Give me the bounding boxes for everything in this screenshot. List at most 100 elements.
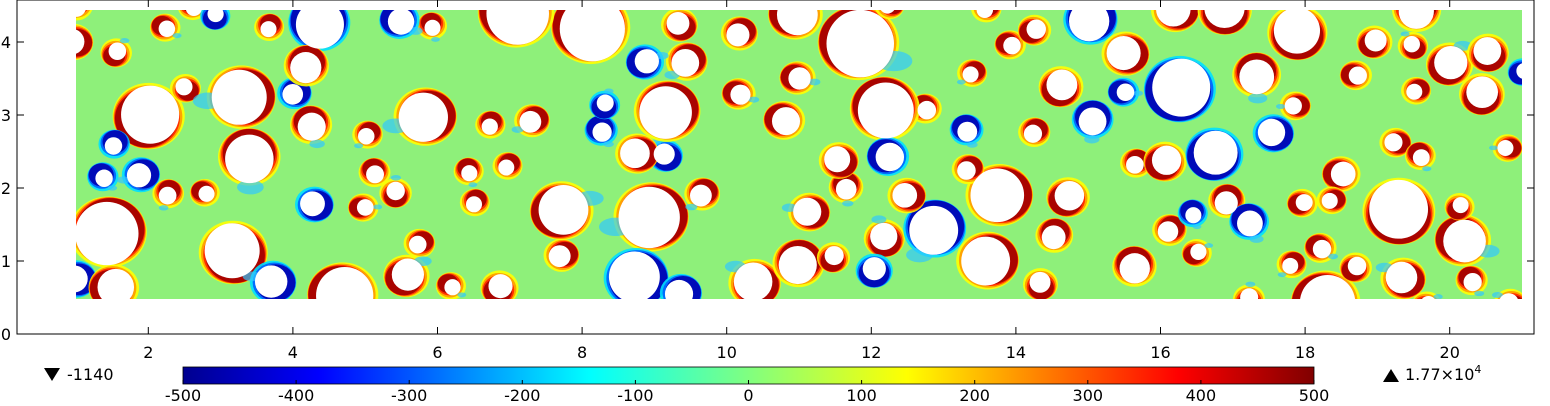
particle-hole [970, 168, 1025, 223]
stress-blob [1275, 103, 1286, 110]
particle-hole [76, 10, 86, 17]
stress-blob [1248, 92, 1268, 104]
particle-hole [1157, 221, 1179, 242]
particle-hole [1116, 83, 1135, 102]
particle-hole [1151, 145, 1182, 175]
particle-hole [793, 197, 822, 226]
particle-hole [875, 142, 905, 172]
particle-hole [1321, 192, 1338, 209]
colorbar-tick-label: -400 [278, 386, 314, 405]
stress-blob [604, 88, 614, 94]
particle-hole [671, 49, 700, 77]
particle-hole [559, 10, 625, 62]
max-value-mantissa: 1.77×10 [1405, 365, 1474, 384]
particle-hole [175, 78, 193, 96]
stress-blob [1245, 281, 1256, 288]
particle-hole [158, 20, 176, 38]
particle-hole [297, 112, 326, 141]
x-tick-label: 2 [143, 343, 153, 362]
particle-hole [158, 186, 177, 205]
particle-hole [386, 181, 405, 201]
particle-hole [207, 10, 224, 23]
particle-hole [1003, 36, 1021, 55]
particle-hole [1473, 37, 1502, 65]
particle-hole [961, 236, 1011, 286]
particle-hole [857, 82, 914, 139]
particle-hole [1282, 257, 1299, 274]
particle-hole [481, 118, 498, 135]
particle-hole [1257, 118, 1286, 147]
particle-hole [1068, 10, 1110, 42]
particle-hole [1273, 10, 1321, 54]
particle-hole [1239, 59, 1275, 95]
colorbar-tick-label: 500 [1299, 386, 1330, 405]
particle-hole [1452, 197, 1469, 214]
particle-hole [870, 222, 898, 251]
particle-hole [1029, 271, 1051, 293]
stress-blob [107, 185, 118, 191]
particle-hole [620, 138, 650, 169]
particle-hole [488, 274, 513, 299]
colorbar-tick-label: -200 [504, 386, 540, 405]
stress-blob [468, 182, 478, 188]
particle-hole [498, 159, 515, 176]
particle-hole [1240, 288, 1259, 299]
particle-hole [465, 196, 483, 213]
stress-blob [1489, 145, 1498, 151]
stress-blob [116, 176, 131, 184]
stress-blob [390, 174, 402, 181]
particle-hole [778, 245, 817, 285]
particle-hole [548, 245, 571, 268]
particle-hole [204, 223, 260, 279]
particle-hole [1406, 83, 1423, 100]
stress-blob [603, 141, 614, 148]
stress-blob [1400, 31, 1410, 37]
stress-blob [511, 126, 524, 133]
particle-hole [664, 279, 694, 299]
particle-hole [408, 235, 427, 254]
particle-hole [486, 10, 549, 45]
particle-hole [356, 199, 374, 216]
particle-hole [1126, 155, 1144, 174]
particle-hole [1185, 207, 1202, 224]
particle-hole [826, 10, 895, 78]
particle-hole [290, 52, 322, 84]
particle-hole [608, 251, 660, 299]
stress-blob [871, 215, 887, 224]
stress-blob [372, 204, 383, 210]
particle-hole [1516, 63, 1522, 79]
particle-hole [1499, 293, 1518, 299]
particle-hole [76, 201, 139, 266]
stress-blob [1192, 224, 1202, 230]
particle-hole [1023, 124, 1043, 143]
particle-hole [824, 146, 851, 173]
particle-hole [1434, 45, 1468, 80]
stress-blob [1277, 272, 1287, 278]
particle-hole [592, 122, 612, 142]
stress-blob [1433, 294, 1443, 299]
particle-hole [1152, 58, 1211, 117]
max-triangle-icon [1383, 369, 1399, 382]
particle-hole [1026, 19, 1046, 39]
particle-hole [880, 10, 895, 14]
colorbar-tick-label: -100 [617, 386, 653, 405]
particle-hole [1497, 139, 1514, 157]
y-tick-label: 4 [1, 33, 11, 52]
particle-hole [634, 49, 659, 74]
particle-hole [211, 69, 267, 125]
particle-hole [95, 169, 113, 187]
stress-blob [457, 292, 467, 298]
particle-hole [618, 186, 680, 249]
stress-blob [685, 203, 698, 211]
particle-hole [444, 279, 461, 296]
colorbar-tick-label: 200 [959, 386, 990, 405]
particle-hole [398, 92, 448, 142]
x-tick-label: 4 [288, 343, 298, 362]
particle-hole [1312, 239, 1332, 259]
colorbar-tick-label: 0 [743, 386, 753, 405]
stress-blob [1084, 135, 1100, 144]
x-tick-label: 10 [717, 343, 737, 362]
particle-hole [108, 42, 127, 61]
stress-blob [237, 179, 264, 195]
particle-hole [1295, 194, 1313, 212]
